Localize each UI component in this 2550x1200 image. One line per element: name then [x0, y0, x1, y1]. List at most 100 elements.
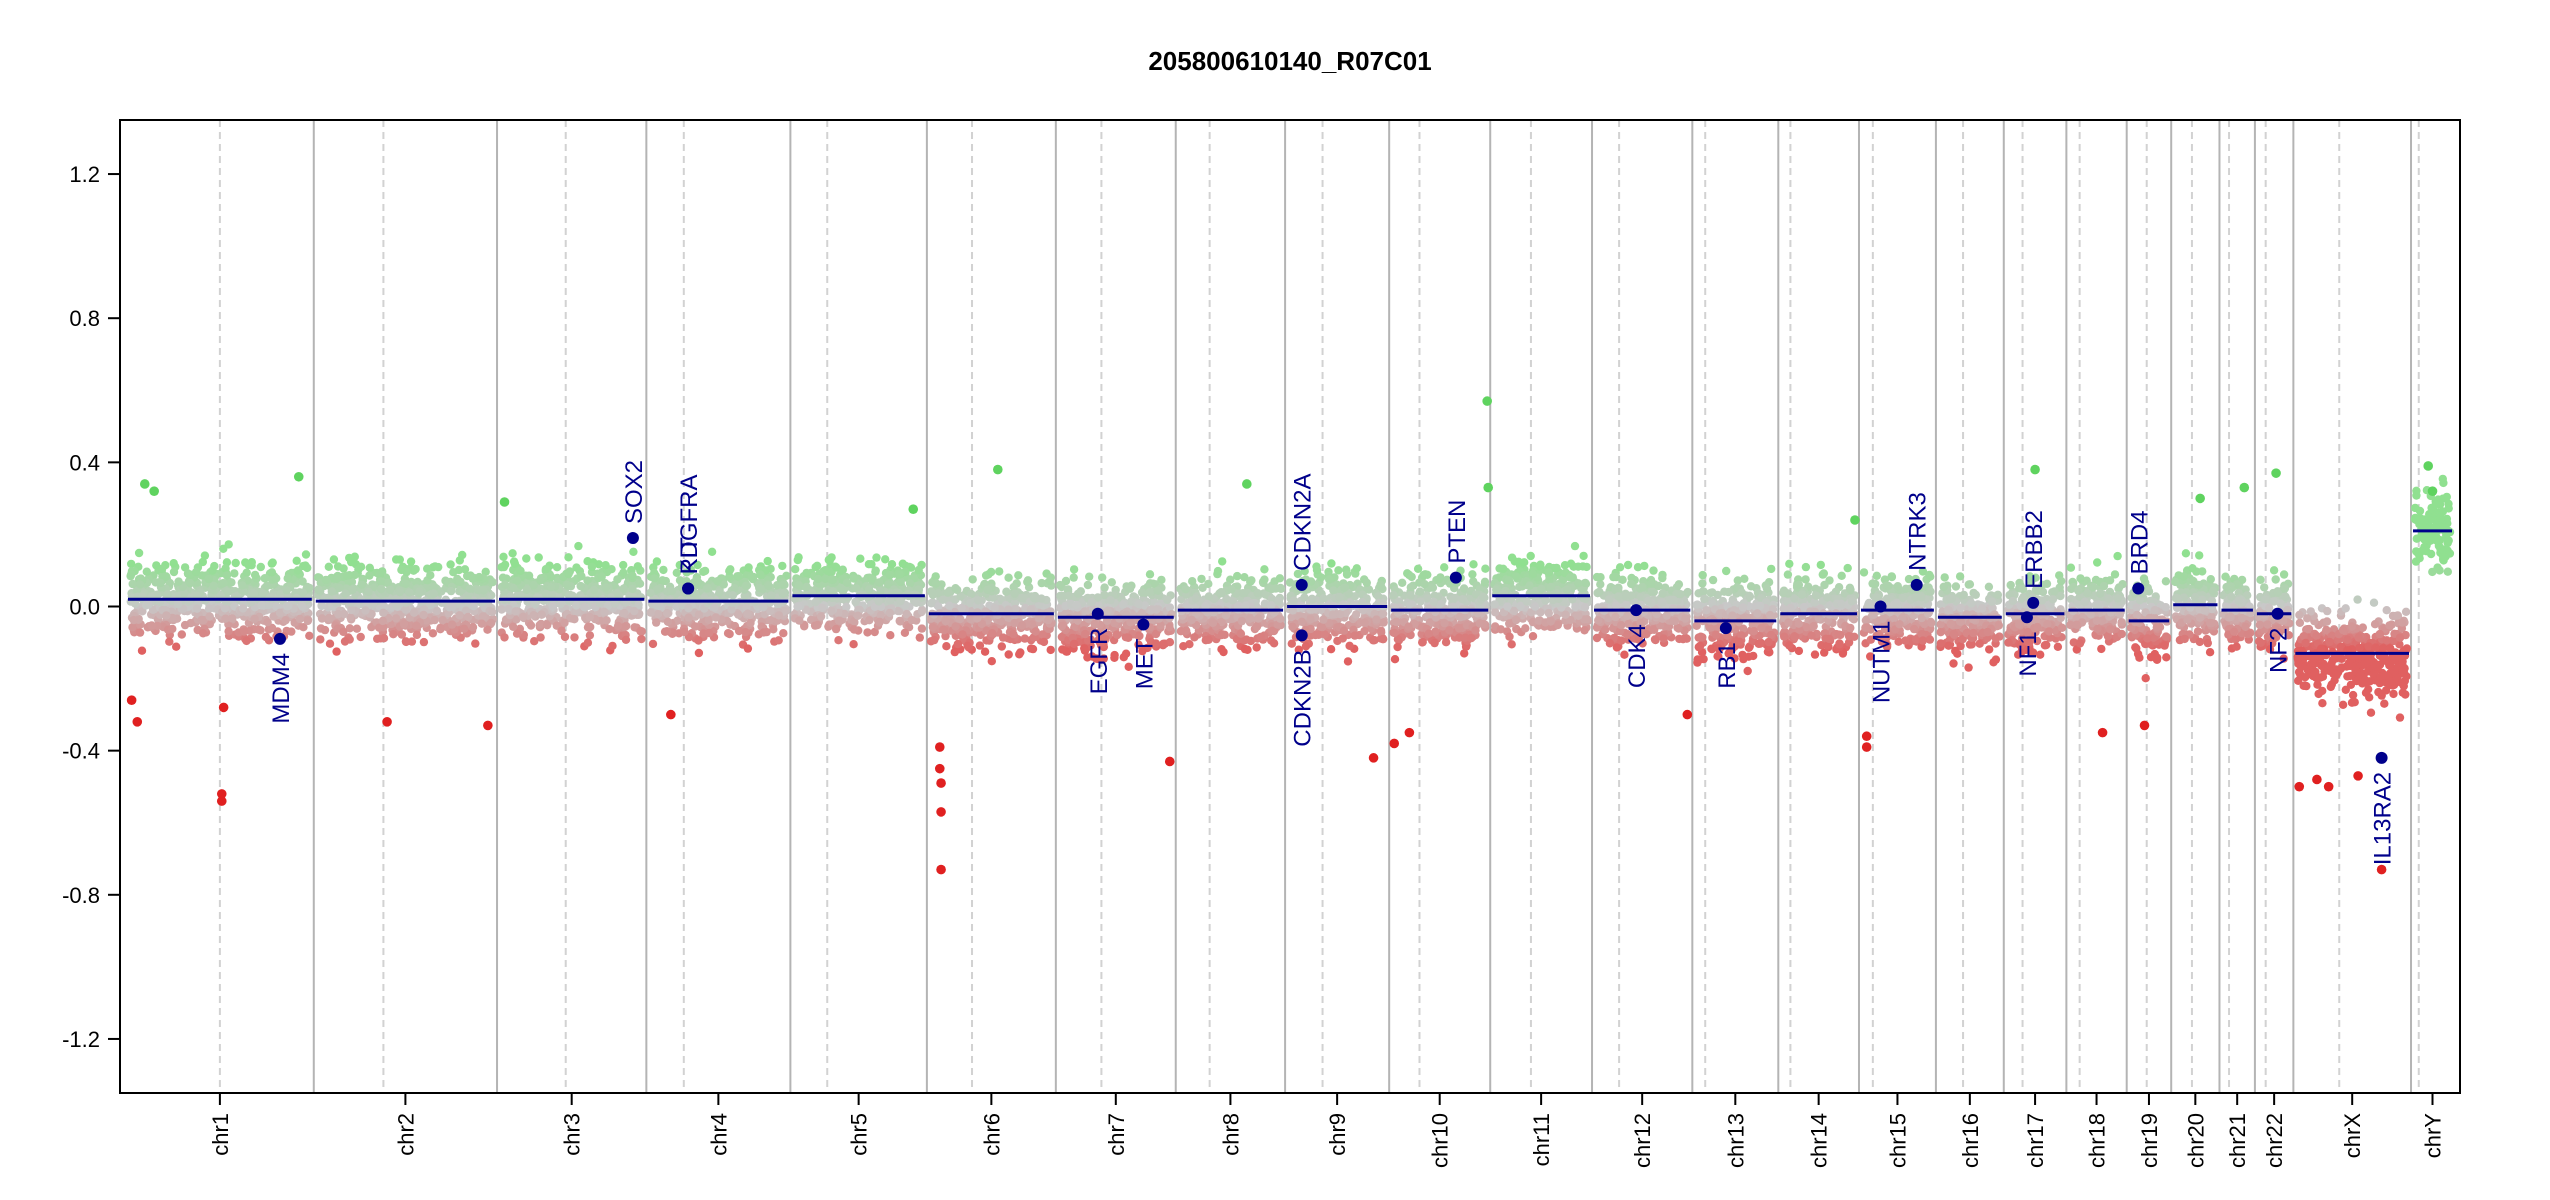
probe-point	[743, 609, 752, 618]
probe-point	[152, 561, 161, 570]
probe-point	[605, 625, 614, 634]
probe-point	[1390, 655, 1400, 664]
probe-point	[1618, 575, 1627, 584]
probe-point	[943, 588, 952, 597]
probe-point	[335, 583, 344, 593]
probe-point	[419, 610, 428, 620]
probe-point	[174, 599, 183, 609]
probe-point	[1204, 592, 1214, 601]
probe-point	[389, 630, 398, 639]
probe-point	[500, 560, 510, 569]
probe-point	[834, 636, 843, 645]
probe-point	[128, 579, 137, 589]
probe-point	[1112, 630, 1122, 639]
probe-point	[534, 553, 543, 562]
probe-point	[464, 612, 473, 622]
probe-point	[675, 560, 684, 570]
probe-point	[1004, 605, 1013, 614]
probe-point	[1544, 568, 1553, 577]
probe-point	[958, 630, 967, 639]
probe-point	[690, 622, 700, 631]
probe-point	[352, 624, 362, 633]
probe-point	[1107, 578, 1117, 587]
probe-point	[865, 616, 874, 625]
probe-point	[652, 557, 662, 566]
probe-point	[1398, 578, 1407, 587]
probe-point	[602, 616, 611, 625]
probe-point	[298, 577, 307, 586]
probe-point	[885, 608, 895, 618]
probe-point	[488, 578, 497, 587]
probe-point	[1329, 586, 1338, 595]
probe-point	[702, 584, 712, 593]
probe-point	[853, 611, 862, 620]
probe-point	[445, 603, 454, 612]
probe-point	[630, 606, 639, 616]
probe-point	[963, 641, 972, 650]
probe-point	[610, 599, 619, 608]
probe-point	[998, 633, 1008, 642]
probe-point	[1026, 644, 1036, 653]
probe-point	[1352, 610, 1361, 619]
probe-point	[646, 608, 655, 617]
probe-point	[1544, 608, 1554, 618]
probe-point	[547, 590, 556, 600]
probe-point	[1570, 541, 1580, 551]
probe-point	[1475, 619, 1485, 628]
probe-point	[1638, 582, 1647, 592]
probe-point	[200, 551, 210, 560]
probe-point	[653, 585, 662, 594]
probe-point	[896, 577, 905, 587]
probe-point	[530, 599, 540, 608]
probe-point	[1342, 570, 1352, 579]
probe-point	[634, 600, 643, 609]
probe-point	[1301, 642, 1311, 651]
probe-point	[864, 585, 874, 594]
probe-point	[556, 599, 565, 609]
probe-point	[1063, 585, 1073, 594]
probe-point	[973, 614, 982, 623]
probe-point	[652, 618, 661, 627]
probe-point	[893, 606, 903, 616]
probe-point	[1213, 566, 1223, 576]
probe-point	[1594, 616, 1603, 625]
probe-point	[1339, 626, 1349, 635]
probe-point	[572, 601, 581, 610]
probe-point	[397, 630, 407, 639]
probe-point	[766, 591, 776, 601]
probe-point	[769, 625, 778, 634]
probe-point	[1481, 564, 1490, 573]
probe-point	[1522, 597, 1532, 606]
probe-point	[1676, 590, 1685, 599]
probe-point	[1561, 610, 1570, 619]
probe-point	[1362, 578, 1372, 587]
probe-point	[694, 610, 704, 619]
probe-point	[1098, 573, 1107, 582]
probe-point	[1552, 563, 1561, 573]
probe-point	[875, 617, 884, 626]
probe-point	[135, 628, 145, 637]
probe-point	[1390, 628, 1399, 638]
probe-point	[428, 629, 438, 638]
probe-point	[818, 603, 827, 613]
probe-point	[1327, 559, 1336, 568]
probe-point	[1085, 572, 1094, 581]
probe-point	[1026, 605, 1036, 614]
probe-point	[436, 623, 445, 632]
probe-point	[1393, 642, 1402, 652]
probe-point	[672, 568, 681, 577]
probe-point	[317, 601, 326, 611]
probe-point	[1334, 566, 1343, 575]
probe-point	[346, 612, 355, 622]
probe-point	[127, 559, 136, 569]
probe-point	[271, 602, 281, 611]
probe-point	[1227, 585, 1236, 594]
probe-point	[1002, 587, 1011, 596]
probe-point	[419, 637, 429, 647]
probe-point	[734, 572, 743, 581]
probe-point	[1528, 632, 1538, 641]
probe-point	[842, 578, 852, 587]
probe-point	[886, 596, 895, 605]
probe-point	[834, 616, 844, 625]
